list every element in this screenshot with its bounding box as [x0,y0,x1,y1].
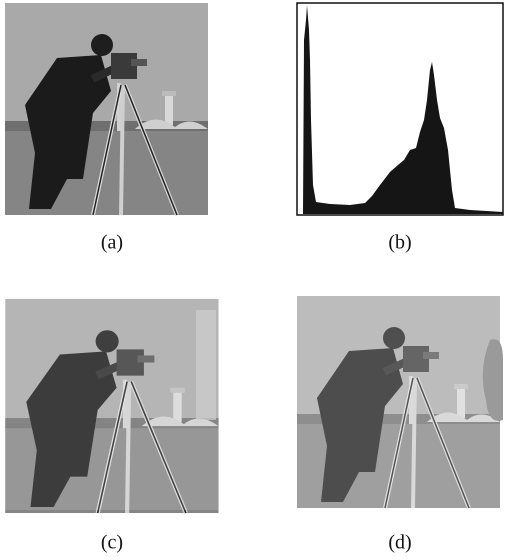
caption: (b) [388,232,411,254]
panel-a-image [5,3,208,215]
caption: (a) [101,232,123,254]
figure: (a) (b) (c) (d) [0,0,505,560]
photo-speckle [196,310,216,420]
photo-tint [5,296,218,510]
photo [5,3,208,215]
caption: (c) [101,532,123,554]
photo-tint [297,296,503,510]
panel-c-image [5,296,218,513]
panel-d-image [297,296,503,510]
caption: (d) [388,532,411,554]
page: {"figure": {"panels": [{"caption": "(a)"… [0,0,505,560]
panel-b-histogram [297,3,503,215]
